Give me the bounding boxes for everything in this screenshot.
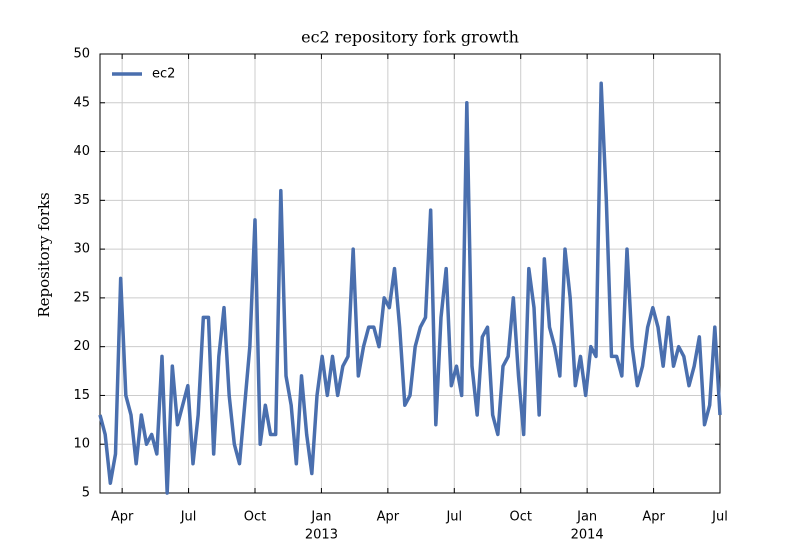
chart-title: ec2 repository fork growth — [301, 28, 519, 47]
y-axis-label: Repository forks — [35, 192, 53, 317]
y-tick-label: 40 — [73, 144, 90, 159]
x-tick-label: Jan — [576, 510, 597, 525]
y-tick-label: 5 — [82, 486, 90, 501]
x-tick-label: Apr — [377, 510, 400, 525]
y-tick-label: 15 — [73, 388, 90, 403]
plot-frame — [99, 53, 721, 494]
x-tick-year: 2013 — [305, 528, 338, 543]
x-tick-label: Jul — [711, 510, 728, 525]
y-tick-label: 50 — [73, 47, 90, 62]
x-tick-label: Apr — [111, 510, 134, 525]
x-tick-label: Jan — [310, 510, 331, 525]
x-tick-label: Jul — [180, 510, 197, 525]
x-tick-label: Jul — [445, 510, 462, 525]
y-tick-label: 10 — [73, 437, 90, 452]
y-tick-label: 35 — [73, 193, 90, 208]
x-tick-label: Apr — [642, 510, 665, 525]
x-tick-year: 2014 — [571, 528, 604, 543]
data-line — [98, 81, 722, 495]
y-tick-label: 30 — [73, 242, 90, 257]
y-tick-label: 25 — [73, 290, 90, 305]
y-tick-label: 20 — [73, 339, 90, 354]
x-tick-label: Oct — [244, 510, 266, 525]
y-tick-label: 45 — [73, 95, 90, 110]
x-tick-label: Oct — [509, 510, 531, 525]
legend-label: ec2 — [152, 67, 175, 82]
